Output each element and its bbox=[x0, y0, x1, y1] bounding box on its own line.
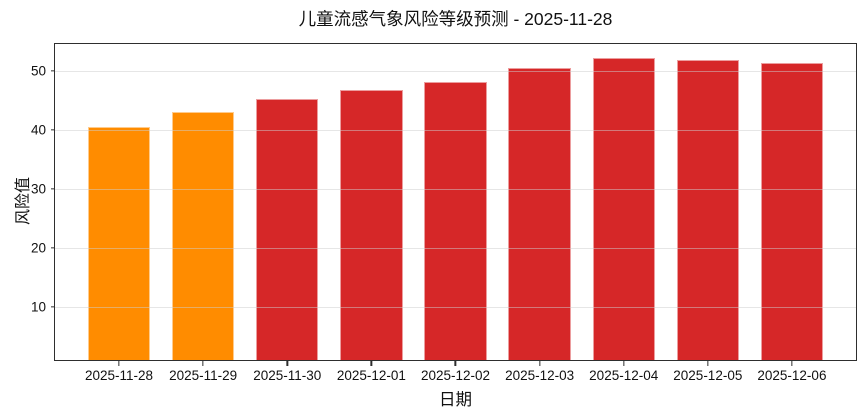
x-tick-label: 2025-12-04 bbox=[582, 360, 666, 383]
x-tick-mark bbox=[118, 361, 120, 366]
bar-2025-11-29 bbox=[172, 111, 235, 360]
bar-2025-12-02 bbox=[424, 82, 487, 360]
bar-2025-11-30 bbox=[256, 98, 319, 360]
y-axis-label: 风险值 bbox=[15, 176, 32, 226]
y-tick-mark bbox=[50, 188, 55, 190]
y-tick-label: 40 bbox=[30, 122, 46, 138]
bar-slot bbox=[582, 44, 666, 360]
bar-slot bbox=[245, 44, 329, 360]
x-tick-mark bbox=[707, 361, 709, 366]
x-tick-label: 2025-11-30 bbox=[245, 360, 329, 383]
x-axis-ticks: 2025-11-28 2025-11-29 2025-11-30 2025-12-01… bbox=[55, 360, 856, 383]
x-tick-label: 2025-12-03 bbox=[498, 360, 582, 383]
y-tick-mark bbox=[50, 69, 55, 72]
x-tick-label: 2025-12-06 bbox=[750, 360, 834, 383]
y-tick-label: 10 bbox=[30, 299, 46, 315]
y-tick-mark bbox=[50, 128, 55, 131]
y-tick-mark bbox=[50, 247, 55, 249]
y-tick-label: 50 bbox=[30, 63, 46, 79]
bar-2025-11-28 bbox=[87, 126, 151, 360]
chart-title: 儿童流感气象风险等级预测 - 2025-11-28 bbox=[298, 9, 613, 29]
x-tick-label: 2025-11-28 bbox=[77, 360, 161, 383]
bar-2025-12-03 bbox=[508, 67, 571, 360]
x-tick-label: 2025-12-05 bbox=[666, 360, 750, 383]
x-tick-mark bbox=[286, 361, 288, 366]
x-tick-label: 2025-11-29 bbox=[161, 360, 245, 383]
bar-slot bbox=[329, 44, 413, 360]
bar-2025-12-04 bbox=[592, 58, 655, 360]
x-tick-mark bbox=[454, 361, 457, 366]
bars-layer bbox=[55, 44, 856, 360]
x-tick-mark bbox=[791, 361, 793, 366]
y-tick-mark bbox=[50, 306, 55, 308]
plot-area: 10 20 30 40 50 2025-11-28 2025-11-29 2025-11-3… bbox=[31, 43, 857, 409]
x-tick-mark bbox=[202, 361, 204, 366]
bar-slot bbox=[77, 44, 161, 360]
x-tick-mark bbox=[623, 361, 625, 366]
bar-slot bbox=[666, 44, 750, 360]
x-tick-mark bbox=[370, 361, 373, 366]
bar-slot bbox=[498, 44, 582, 360]
x-tick-mark bbox=[538, 361, 541, 366]
bar-2025-12-06 bbox=[760, 62, 824, 360]
x-tick-label: 2025-12-01 bbox=[329, 360, 413, 383]
x-axis-label: 日期 bbox=[439, 391, 472, 409]
bar-2025-12-05 bbox=[676, 59, 739, 360]
x-tick-label: 2025-12-02 bbox=[413, 360, 497, 383]
y-tick-label: 20 bbox=[30, 240, 46, 256]
bar-slot bbox=[161, 44, 245, 360]
y-tick-label: 30 bbox=[30, 181, 46, 197]
bar-slot bbox=[750, 44, 834, 360]
bar-2025-12-01 bbox=[340, 90, 403, 360]
bar-slot bbox=[413, 44, 497, 360]
